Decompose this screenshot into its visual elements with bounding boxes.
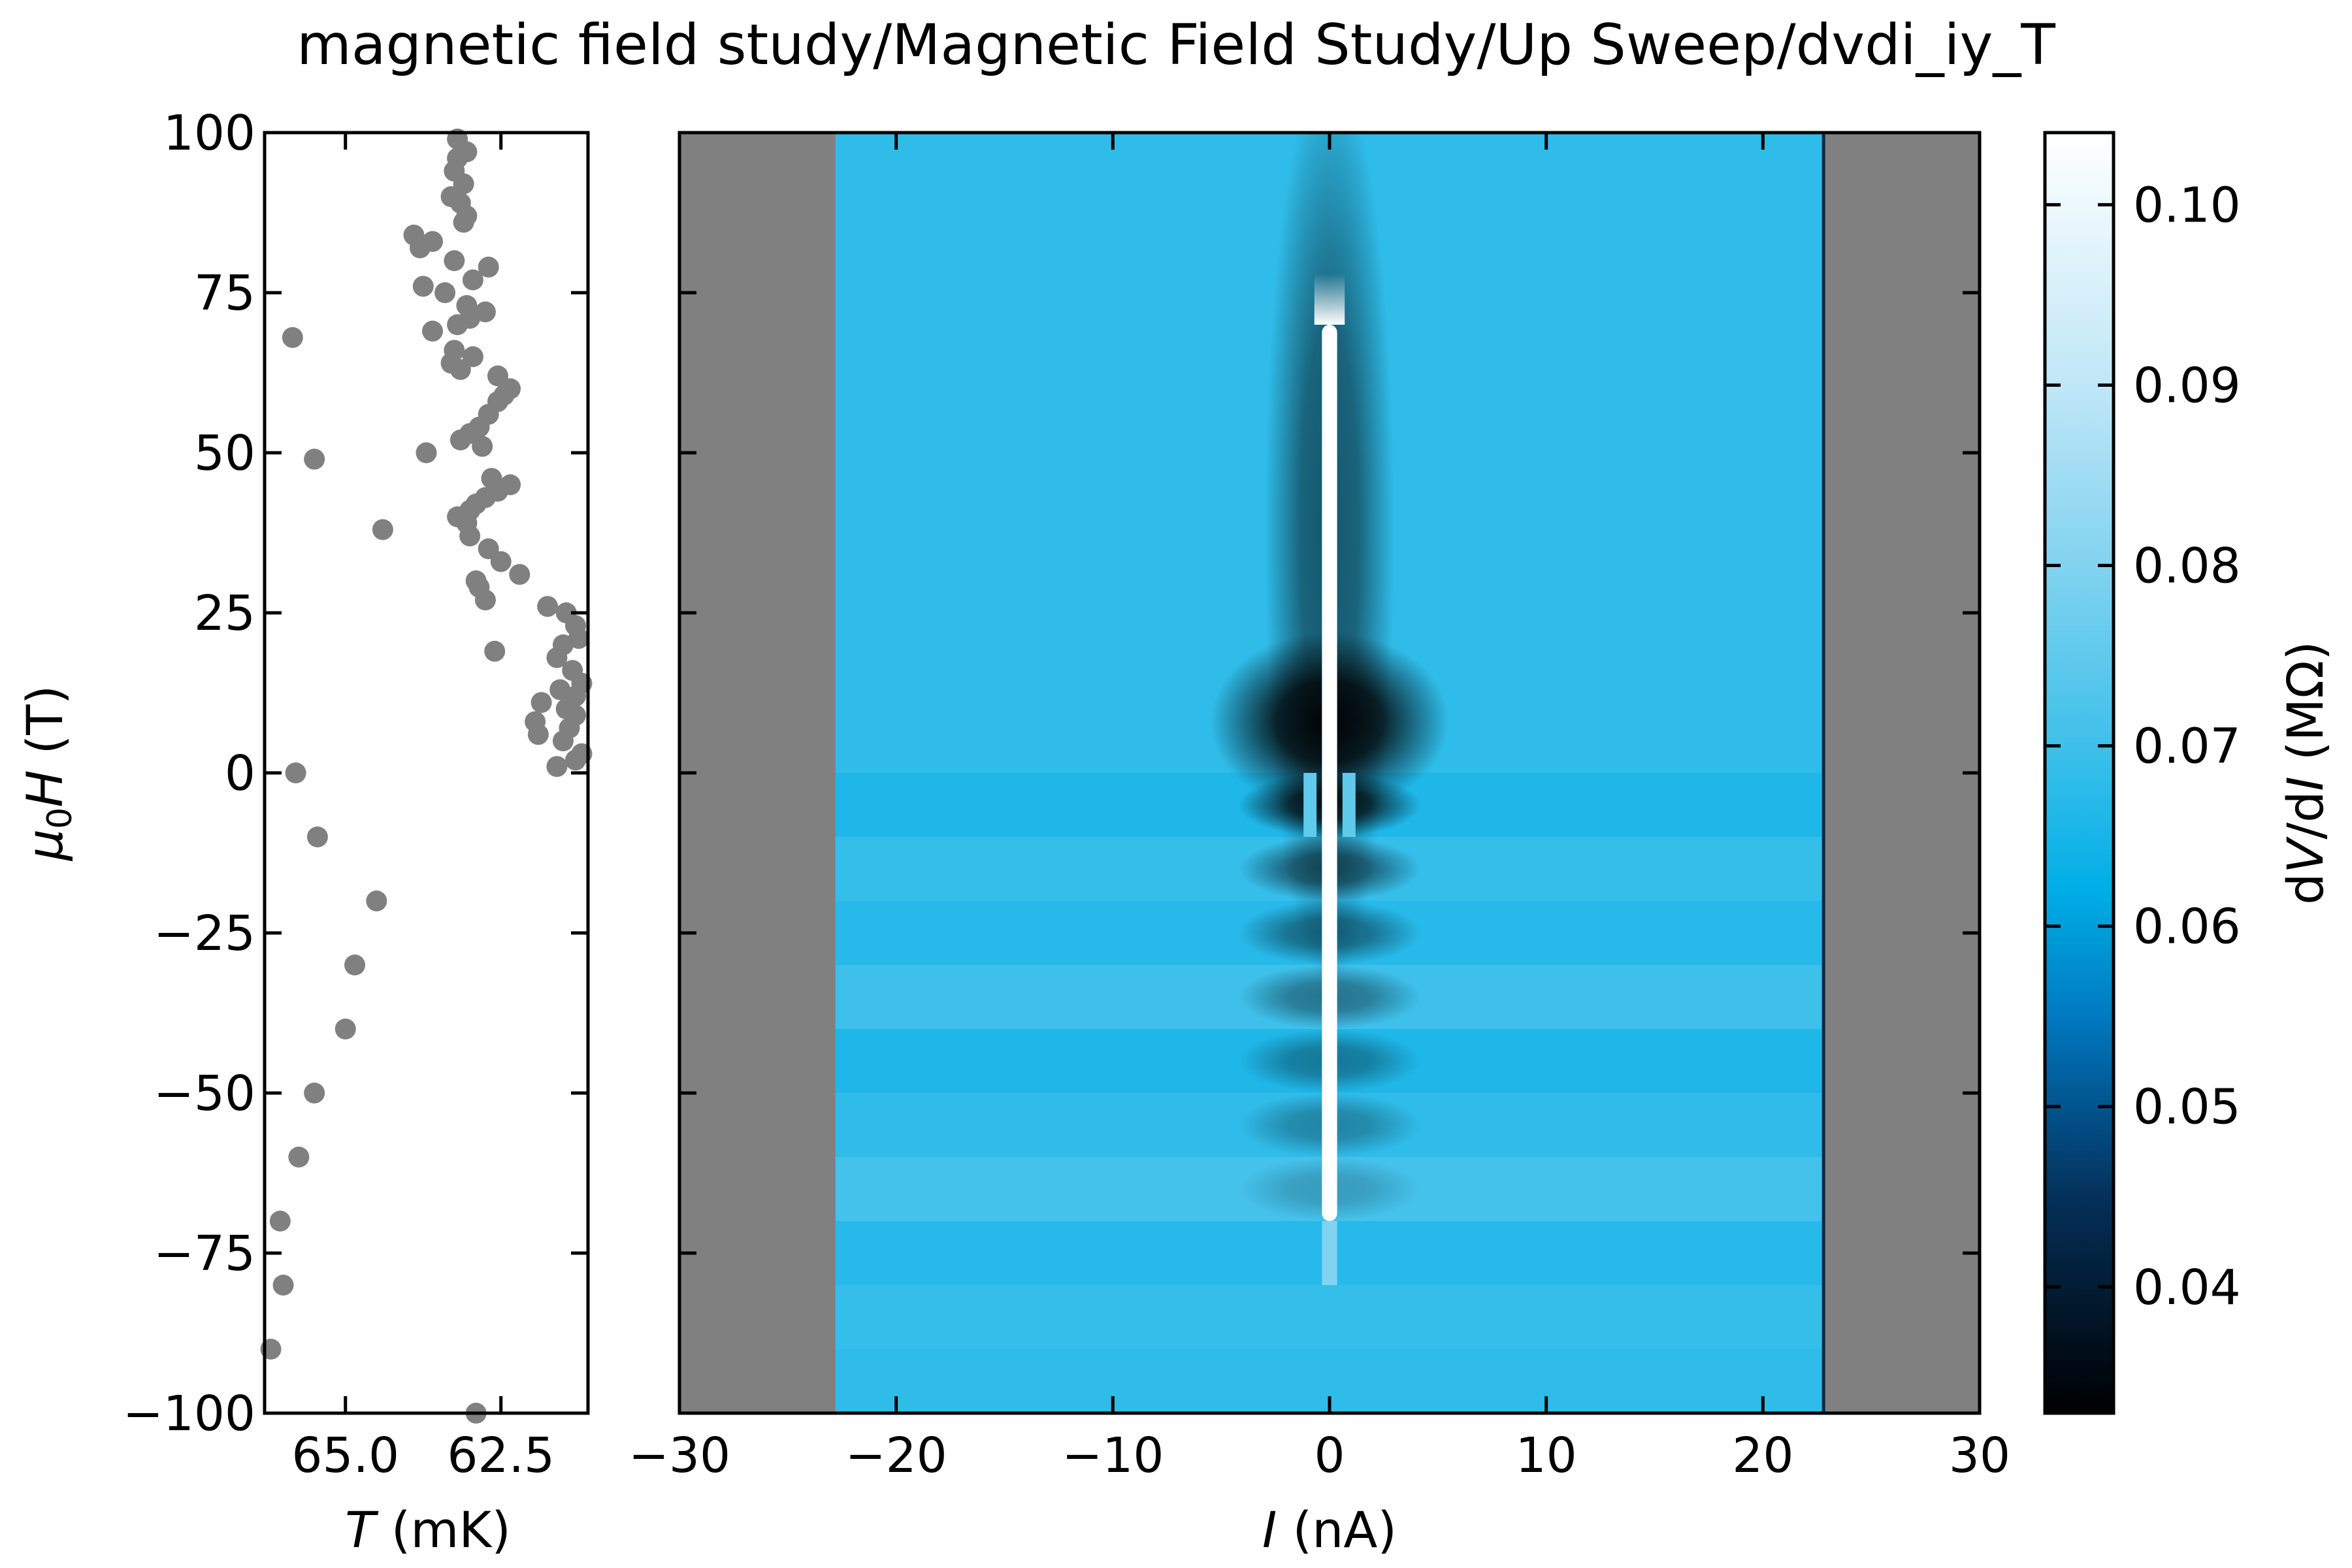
data-point <box>462 269 483 291</box>
x-tick-label: 10 <box>1516 1428 1577 1484</box>
light-patch <box>1342 773 1356 837</box>
data-point <box>422 320 444 342</box>
y-tick-label: −25 <box>154 906 255 962</box>
colorbar-ticks: 0.04 0.05 0.06 0.07 0.08 0.09 0.10 <box>2045 177 2241 1316</box>
x-tick-label: 65.0 <box>291 1428 399 1484</box>
data-point <box>335 1019 356 1039</box>
data-point <box>456 295 478 316</box>
heatmap-x-label: I (nA) <box>1262 1501 1397 1559</box>
colorbar-tick-label: 0.05 <box>2133 1079 2241 1135</box>
data-point <box>555 602 577 623</box>
scatter-x-label: T (mK) <box>345 1501 511 1559</box>
data-point <box>434 282 456 303</box>
scatter-y-ticks: −100 −75 −50 −25 0 25 50 75 100 <box>123 105 588 1442</box>
y-tick-label: 0 <box>225 745 255 802</box>
colorbar-tick-label: 0.08 <box>2133 538 2241 595</box>
x-tick-label: 62.5 <box>447 1428 555 1484</box>
x-tick-label: 20 <box>1732 1428 1793 1484</box>
data-point <box>444 340 465 361</box>
data-point <box>525 711 546 732</box>
scatter-y-label: μ0H (T) <box>16 685 80 862</box>
data-point <box>478 256 499 278</box>
data-point <box>288 1147 310 1168</box>
data-point <box>546 756 568 777</box>
y-tick-label: −75 <box>154 1226 255 1282</box>
data-point <box>500 378 521 399</box>
data-point <box>549 679 571 700</box>
data-point <box>484 640 506 662</box>
y-tick-label: 50 <box>194 425 255 482</box>
data-point <box>465 570 487 591</box>
data-point <box>472 436 493 457</box>
data-point <box>478 538 499 559</box>
x-tick-label: −30 <box>629 1428 730 1484</box>
peak-fade <box>1314 273 1345 325</box>
colorbar: 0.04 0.05 0.06 0.07 0.08 0.09 0.10 dV/dI (MΩ) <box>2043 131 2334 1415</box>
y-tick-label: −100 <box>123 1386 255 1442</box>
data-point <box>509 564 531 585</box>
data-point <box>531 692 552 713</box>
data-point <box>403 224 425 246</box>
central-peak <box>1322 325 1337 1221</box>
data-point <box>500 474 521 495</box>
data-point <box>481 468 502 489</box>
data-point <box>344 955 366 975</box>
data-point <box>444 250 465 271</box>
data-point <box>562 660 583 681</box>
data-point <box>372 519 393 540</box>
data-point <box>537 596 559 617</box>
colorbar-label: dV/dI (MΩ) <box>2276 641 2334 905</box>
x-tick-label: 30 <box>1949 1428 2010 1484</box>
data-point <box>416 442 437 463</box>
x-tick-label: −20 <box>845 1428 947 1484</box>
colorbar-tick-label: 0.10 <box>2133 177 2241 233</box>
data-point <box>462 346 483 367</box>
data-point <box>487 365 508 387</box>
y-tick-label: 75 <box>194 265 255 321</box>
data-point <box>269 1211 291 1232</box>
colorbar-tick-label: 0.04 <box>2133 1260 2241 1316</box>
heatmap-features <box>1210 133 1825 1413</box>
heatmap-panel: −30 −20 −10 0 10 20 30 I (nA) <box>629 131 2010 1559</box>
x-tick-label: −10 <box>1062 1428 1164 1484</box>
colorbar-tick-label: 0.06 <box>2133 899 2241 955</box>
scatter-x-ticks: 65.0 62.5 <box>291 133 555 1484</box>
figure-title: magnetic field study/Magnetic Field Stud… <box>297 12 2055 78</box>
colorbar-tick-label: 0.07 <box>2133 719 2241 775</box>
data-point <box>304 1083 325 1103</box>
data-point <box>490 551 512 572</box>
heatmap-ticks: −30 −20 −10 0 10 20 30 <box>629 131 2010 1484</box>
data-point <box>422 231 444 252</box>
data-point <box>282 327 303 348</box>
light-patch <box>1303 773 1317 837</box>
data-point <box>440 186 462 207</box>
y-tick-label: −50 <box>154 1066 255 1122</box>
x-tick-label: 0 <box>1314 1428 1345 1484</box>
colorbar-fill <box>2045 133 2114 1413</box>
data-point <box>306 826 328 847</box>
scatter-points <box>260 128 593 1424</box>
data-point <box>366 890 387 911</box>
data-point <box>285 762 306 783</box>
colorbar-frame <box>2043 131 2115 1415</box>
y-tick-label: 100 <box>163 105 255 161</box>
data-point <box>272 1275 294 1296</box>
data-point <box>474 301 496 323</box>
data-point <box>304 448 325 470</box>
y-tick-label: 25 <box>194 585 255 642</box>
peak-tail <box>1322 1221 1337 1285</box>
data-point <box>412 276 434 297</box>
field-band <box>835 1285 1824 1349</box>
colorbar-tick-label: 0.09 <box>2133 357 2241 414</box>
